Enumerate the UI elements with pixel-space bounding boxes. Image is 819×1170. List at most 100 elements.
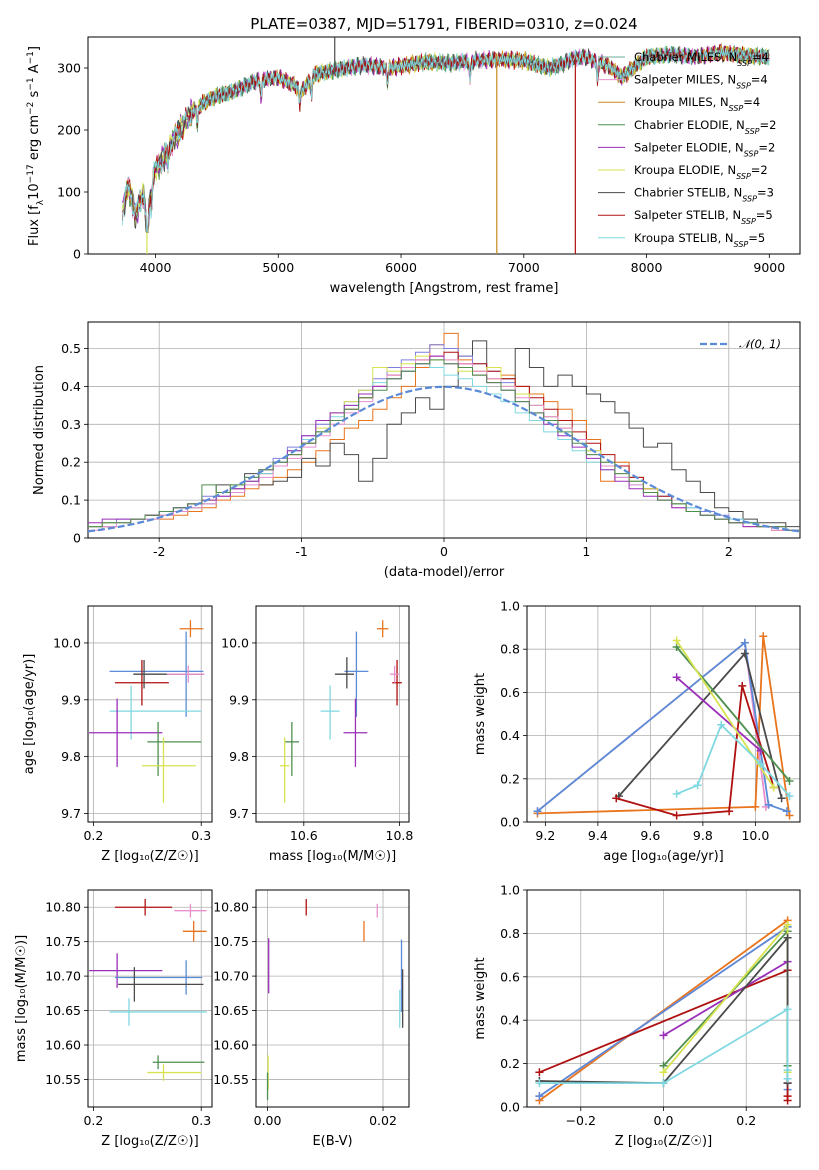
legend-entry: 𝒩(0, 1)	[739, 337, 781, 351]
weight-marker	[759, 632, 768, 641]
x-tick-label: 8000	[631, 260, 663, 275]
x-axis-label: age [log₁₀(age/yr)]	[603, 849, 724, 864]
legend-entry: Kroupa ELODIE, NSSP=2	[634, 163, 768, 181]
y-tick-label: 9.7	[229, 806, 249, 821]
x-axis-label: mass [log₁₀(M/M☉)]	[269, 849, 396, 864]
legend-entry: Kroupa STELIB, NSSP=5	[634, 231, 765, 249]
legend-entry: Salpeter MILES, NSSP=4	[634, 73, 768, 91]
y-tick-label: 10.70	[213, 969, 249, 984]
y-tick-label: 10.60	[45, 1038, 81, 1053]
spectrum-title: PLATE=0387, MJD=51791, FIBERID=0310, z=0…	[250, 15, 637, 33]
age-vs-mass-panel: 10.6 10.8 9.7 9.8 9.9 10.0 mass [log₁₀(M/M☉)]	[221, 605, 414, 864]
weight-line	[538, 919, 789, 1102]
x-axis-label: Z [log₁₀(Z/Z☉)]	[101, 849, 198, 864]
y-tick-label: 0	[73, 531, 81, 546]
weight-marker	[785, 792, 794, 801]
x-tick-label: 0.00	[254, 1113, 282, 1128]
y-tick-label: 9.8	[229, 749, 249, 764]
axes-frame	[255, 605, 410, 823]
x-tick-label: 0.2	[83, 1113, 103, 1128]
x-tick-label: -1	[295, 544, 307, 559]
weight-marker	[717, 720, 726, 729]
x-tick-label: 0.3	[191, 828, 211, 843]
x-tick-label: 9.2	[535, 828, 555, 843]
weight-marker	[783, 1096, 792, 1105]
y-tick-label: 10.0	[221, 635, 249, 650]
y-tick-label: 0.4	[500, 728, 520, 743]
weight-marker	[783, 1066, 792, 1075]
x-axis-label: Z [log₁₀(Z/Z☉)]	[101, 1134, 198, 1149]
x-tick-label: 6000	[385, 260, 417, 275]
x-tick-label: 5000	[262, 260, 294, 275]
y-tick-label: 200	[57, 123, 81, 138]
x-tick-label: 2	[725, 544, 733, 559]
weight-marker	[738, 681, 747, 690]
y-axis-label: age [log₁₀(age/yr)]	[22, 654, 37, 775]
weight-marker	[783, 933, 792, 942]
weight-marker	[785, 776, 794, 785]
y-tick-label: 0.2	[500, 1056, 520, 1071]
normal-reference-curve	[87, 385, 801, 533]
y-tick-label: 10.80	[213, 900, 249, 915]
weight-marker	[725, 807, 734, 816]
x-tick-label: 9.6	[640, 828, 660, 843]
x-tick-label: 0.2	[83, 828, 103, 843]
weight-marker	[659, 1031, 668, 1040]
x-axis-label: (data-model)/error	[384, 565, 505, 580]
y-tick-label: 10.0	[53, 635, 81, 650]
weight-marker	[740, 649, 749, 658]
x-tick-label: 10.8	[386, 828, 414, 843]
y-tick-label: 0.6	[500, 969, 520, 984]
weight-marker	[693, 781, 702, 790]
x-tick-label: 0.3	[191, 1113, 211, 1128]
axes-frame	[87, 605, 213, 823]
axes-frame	[87, 321, 801, 539]
y-tick-label: 10.80	[45, 900, 81, 915]
x-tick-label: −0.2	[566, 1113, 596, 1128]
weight-line	[537, 636, 791, 816]
spectrum-line	[122, 45, 770, 234]
weight-marker	[672, 789, 681, 798]
y-tick-label: 9.8	[61, 749, 81, 764]
x-tick-label: 0	[440, 544, 448, 559]
y-axis-label: mass weight	[473, 957, 488, 1039]
axes-frame	[87, 889, 213, 1108]
y-axis-label: mass weight	[473, 673, 488, 755]
y-axis-label: Flux [fλ10−17 erg cm−2 s−1 A−1]	[26, 46, 46, 246]
y-tick-label: 0.6	[500, 685, 520, 700]
y-tick-label: 10.55	[213, 1072, 249, 1087]
y-tick-label: 0.4	[61, 379, 81, 394]
weight-marker	[533, 807, 542, 816]
weight-marker	[659, 1068, 668, 1077]
x-tick-label: 0.2	[736, 1113, 756, 1128]
y-tick-label: 10.65	[45, 1003, 81, 1018]
weight-marker	[756, 759, 765, 768]
x-axis-label: Z [log₁₀(Z/Z☉)]	[615, 1134, 712, 1149]
y-tick-label: 9.7	[61, 806, 81, 821]
y-tick-label: 9.9	[229, 692, 249, 707]
weight-marker	[764, 800, 773, 809]
weight-vs-metallicity-panel: −0.2 0.0 0.2 0.0 0.2 0.4 0.6 0.8 1.0 Z [log₁₀(Z/Z…	[473, 883, 801, 1149]
axes-frame	[87, 36, 801, 255]
y-tick-label: 0.5	[61, 341, 81, 356]
x-tick-label: 4000	[140, 260, 172, 275]
x-tick-label: 9000	[753, 260, 785, 275]
y-tick-label: 1.0	[500, 599, 520, 614]
weight-marker	[659, 1079, 668, 1088]
x-axis-label: wavelength [Angstrom, rest frame]	[330, 281, 559, 296]
spectrum-panel: 4000 5000 6000 7000 8000 9000 0 100 200 300 wavele…	[26, 36, 801, 296]
weight-marker	[751, 802, 760, 811]
legend-entry: Salpeter STELIB, NSSP=5	[634, 208, 773, 226]
y-tick-label: 0.4	[500, 1013, 520, 1028]
legend-entry: Kroupa MILES, NSSP=4	[634, 95, 760, 113]
y-tick-label: 10.60	[213, 1038, 249, 1053]
axes-frame	[526, 889, 801, 1108]
x-tick-label: 10.6	[290, 828, 318, 843]
y-tick-label: 10.55	[45, 1072, 81, 1087]
legend-entry: Salpeter ELODIE, NSSP=2	[634, 140, 775, 158]
y-tick-label: 0	[73, 247, 81, 262]
y-tick-label: 0.2	[500, 771, 520, 786]
y-tick-label: 10.75	[45, 934, 81, 949]
weight-marker	[740, 638, 749, 647]
